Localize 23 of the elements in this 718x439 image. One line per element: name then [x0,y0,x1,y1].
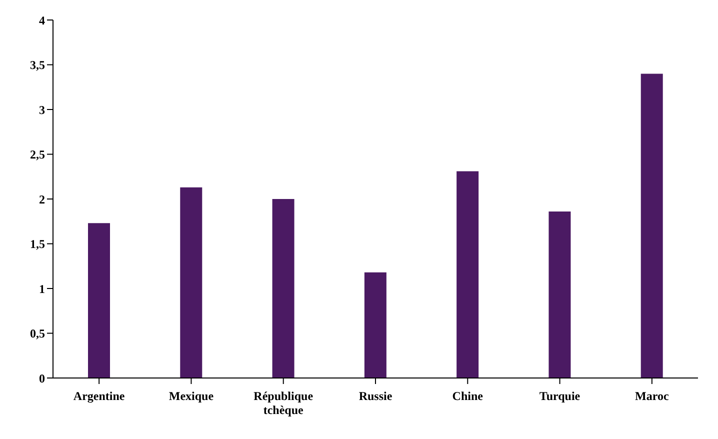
y-tick-label: 0 [39,371,45,386]
bar [272,199,294,378]
x-tick-label: Turquie [539,389,581,403]
bar [180,187,202,378]
y-tick-label: 0,5 [30,326,45,341]
x-tick-label: Mexique [168,389,214,403]
x-tick-label: Chine [452,389,484,403]
bar [88,223,110,378]
y-tick-label: 1,5 [30,237,45,252]
y-tick-label: 3 [39,102,45,117]
bar [548,212,571,378]
y-tick-label: 1 [39,282,45,296]
x-tick-label: République tchèque [254,389,314,417]
bar [456,171,479,378]
bar [364,272,386,378]
x-tick-label: Argentine [73,389,126,403]
x-tick-label: Maroc [635,389,670,403]
x-tick-label: Russie [358,389,393,403]
y-tick-label: 3,5 [30,58,45,72]
y-tick-label: 2,5 [30,148,45,162]
bar [640,74,663,378]
y-tick-label: 2 [39,192,45,206]
y-tick-label: 4 [39,13,45,28]
